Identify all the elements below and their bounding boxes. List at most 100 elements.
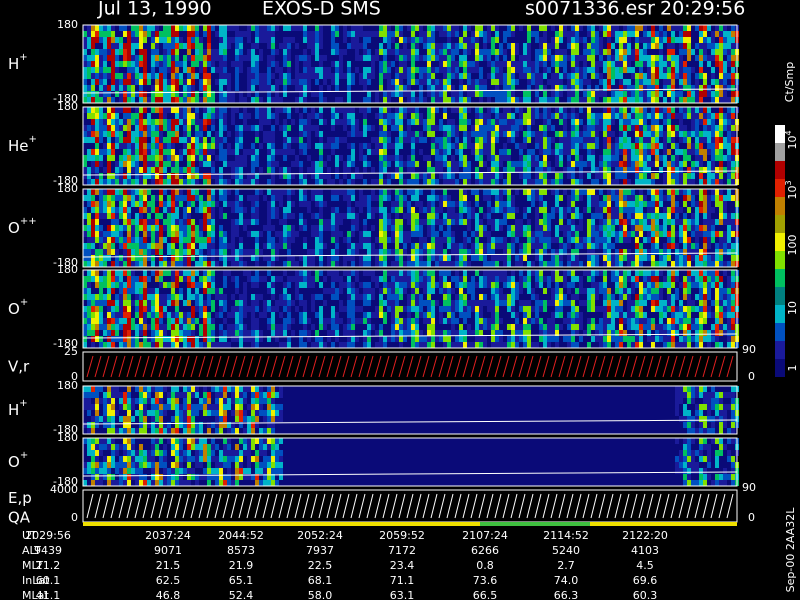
texture-cell bbox=[231, 167, 235, 173]
texture-cell bbox=[671, 91, 675, 97]
texture-cell bbox=[143, 37, 147, 43]
texture-cell bbox=[307, 131, 311, 137]
texture-cell bbox=[511, 137, 515, 143]
texture-cell bbox=[99, 336, 103, 342]
texture-cell bbox=[503, 37, 507, 43]
texture-cell bbox=[131, 231, 135, 237]
texture-cell bbox=[179, 201, 183, 207]
texture-cell bbox=[315, 195, 319, 201]
texture-cell bbox=[459, 97, 463, 103]
texture-cell bbox=[259, 73, 263, 79]
texture-cell bbox=[111, 119, 115, 125]
texture-cell bbox=[491, 237, 495, 243]
texture-cell bbox=[487, 173, 491, 179]
texture-cell bbox=[187, 149, 191, 155]
texture-cell bbox=[607, 137, 611, 143]
texture-cell bbox=[531, 67, 535, 73]
texture-cell bbox=[579, 55, 583, 61]
texture-cell bbox=[547, 161, 551, 167]
texture-cell bbox=[523, 55, 527, 61]
texture-cell bbox=[703, 249, 707, 255]
texture-cell bbox=[467, 201, 471, 207]
texture-cell bbox=[299, 143, 303, 149]
texture-cell bbox=[687, 173, 691, 179]
texture-cell bbox=[123, 55, 127, 61]
texture-cell bbox=[275, 85, 279, 91]
texture-cell bbox=[331, 213, 335, 219]
texture-cell bbox=[103, 85, 107, 91]
texture-cell bbox=[719, 43, 723, 49]
texture-cell bbox=[211, 143, 215, 149]
texture-cell bbox=[379, 231, 383, 237]
texture-cell bbox=[375, 249, 379, 255]
texture-cell bbox=[203, 55, 207, 61]
texture-cell bbox=[359, 207, 363, 213]
texture-cell bbox=[159, 225, 163, 231]
texture-cell bbox=[103, 255, 107, 261]
texture-cell bbox=[103, 73, 107, 79]
texture-cell bbox=[539, 231, 543, 237]
texture-cell bbox=[187, 79, 191, 85]
texture-cell bbox=[515, 79, 519, 85]
texture-cell bbox=[95, 55, 99, 61]
texture-cell bbox=[315, 91, 319, 97]
texture-cell bbox=[635, 231, 639, 237]
texture-cell bbox=[391, 231, 395, 237]
texture-cell bbox=[627, 207, 631, 213]
texture-cell bbox=[191, 143, 195, 149]
texture-cell bbox=[335, 49, 339, 55]
texture-cell bbox=[727, 61, 731, 67]
texture-cell bbox=[535, 131, 539, 137]
texture-cell bbox=[87, 318, 91, 324]
texture-cell bbox=[639, 55, 643, 61]
texture-cell bbox=[187, 219, 191, 225]
texture-cell bbox=[187, 249, 191, 255]
texture-cell bbox=[559, 195, 563, 201]
texture-cell bbox=[303, 67, 307, 73]
texture-cell bbox=[331, 255, 335, 261]
texture-cell bbox=[487, 97, 491, 103]
texture-cell bbox=[363, 143, 367, 149]
texture-cell bbox=[283, 119, 287, 125]
texture-cell bbox=[95, 270, 99, 276]
texture-cell bbox=[691, 255, 695, 261]
texture-cell bbox=[699, 195, 703, 201]
texture-cell bbox=[619, 49, 623, 55]
texture-cell bbox=[139, 113, 143, 119]
texture-cell bbox=[647, 113, 651, 119]
texture-cell bbox=[695, 213, 699, 219]
texture-cell bbox=[555, 161, 559, 167]
texture-cell bbox=[459, 149, 463, 155]
texture-cell bbox=[163, 149, 167, 155]
texture-cell bbox=[155, 61, 159, 67]
texture-cell bbox=[219, 97, 223, 103]
texture-cell bbox=[639, 143, 643, 149]
texture-cell bbox=[455, 49, 459, 55]
texture-cell bbox=[699, 179, 703, 185]
texture-cell bbox=[139, 55, 143, 61]
texture-cell bbox=[659, 231, 663, 237]
texture-cell bbox=[215, 67, 219, 73]
texture-cell bbox=[123, 288, 127, 294]
texture-cell bbox=[271, 61, 275, 67]
texture-cell bbox=[723, 25, 727, 31]
texture-cell bbox=[451, 25, 455, 31]
texture-cell bbox=[155, 79, 159, 85]
texture-cell bbox=[159, 107, 163, 113]
texture-cell bbox=[703, 107, 707, 113]
texture-cell bbox=[675, 113, 679, 119]
texture-cell bbox=[491, 249, 495, 255]
texture-cell bbox=[507, 73, 511, 79]
texture-cell bbox=[523, 189, 527, 195]
texture-cell bbox=[191, 243, 195, 249]
texture-cell bbox=[435, 213, 439, 219]
texture-cell bbox=[147, 167, 151, 173]
texture-cell bbox=[199, 85, 203, 91]
texture-cell bbox=[91, 155, 95, 161]
texture-cell bbox=[515, 189, 519, 195]
texture-cell bbox=[171, 225, 175, 231]
texture-cell bbox=[95, 113, 99, 119]
texture-cell bbox=[239, 37, 243, 43]
tick-bottom: -180 bbox=[53, 256, 78, 269]
texture-cell bbox=[591, 31, 595, 37]
